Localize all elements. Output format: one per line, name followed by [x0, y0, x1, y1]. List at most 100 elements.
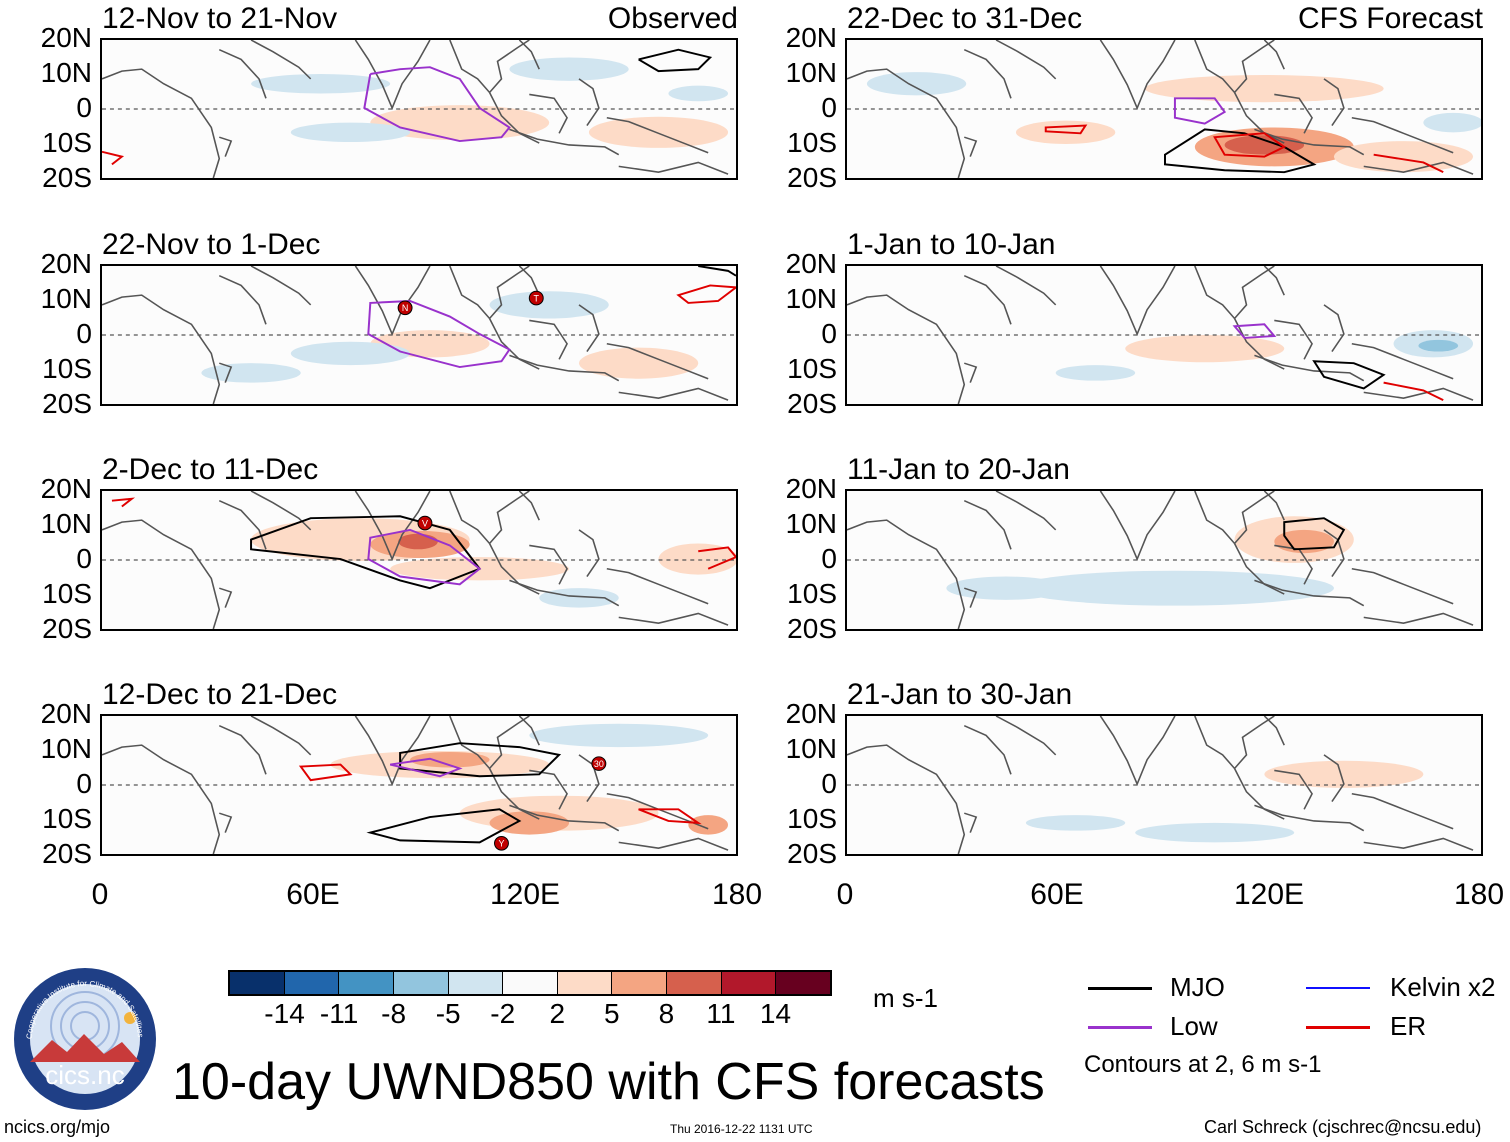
- coastline: [1323, 754, 1345, 802]
- coastline: [219, 587, 233, 608]
- coastline: [578, 78, 600, 126]
- lat-tick: 10S: [42, 803, 92, 834]
- colorbar-swatch: [776, 972, 831, 994]
- coastline: [1254, 804, 1365, 832]
- coastline: [1351, 342, 1454, 380]
- lat-tick: 10N: [40, 57, 92, 88]
- wind-anomaly-shade: [1418, 339, 1459, 352]
- coastline: [578, 754, 600, 802]
- wind-anomaly-shade: [588, 116, 729, 148]
- legend-label-mjo: MJO: [1170, 972, 1225, 1002]
- coastline: [963, 500, 1012, 550]
- storm-marker-icon: V: [417, 515, 433, 531]
- map-svg: [847, 491, 1481, 629]
- logo-name: cics.nc: [45, 1060, 124, 1090]
- panel-label: CFS Forecast: [1297, 2, 1483, 35]
- colorbar-swatch: [339, 972, 394, 994]
- wave-contour: [1173, 97, 1227, 125]
- lat-tick: 20S: [42, 613, 92, 644]
- coastline: [518, 40, 540, 70]
- map-panel: [845, 264, 1483, 406]
- lon-tick: 180: [711, 878, 763, 911]
- coastline: [518, 491, 540, 521]
- colorbar-tick: -11: [319, 998, 359, 1029]
- lat-tick: 10S: [787, 578, 837, 609]
- panel-title: 12-Dec to 21-Dec: [102, 678, 338, 711]
- coastline: [606, 567, 709, 605]
- coastline: [963, 725, 1012, 775]
- colorbar-swatch: [721, 972, 777, 994]
- coastline: [1194, 40, 1275, 94]
- map-svg: NT: [102, 266, 736, 404]
- panel-title: 21-Jan to 30-Jan: [847, 678, 1073, 711]
- colorbar-tick: 2: [549, 998, 566, 1029]
- coastline: [449, 491, 530, 545]
- lat-tick: 20N: [40, 698, 92, 729]
- main-title: 10-day UWND850 with CFS forecasts: [172, 1053, 1045, 1111]
- lat-tick: 20N: [785, 22, 837, 53]
- colorbar-swatch: [557, 972, 613, 994]
- storm-marker-label: Y: [499, 839, 505, 849]
- wave-contour: [366, 808, 522, 844]
- coastline: [847, 68, 966, 178]
- wave-contour: [298, 763, 353, 782]
- wave-contour: [367, 300, 511, 369]
- lat-tick: 10S: [787, 353, 837, 384]
- wind-anomaly-shade: [290, 341, 411, 366]
- coastline: [102, 519, 221, 629]
- panel-title: 12-Nov to 21-Nov: [102, 2, 338, 35]
- map-panel: 30 Y: [100, 714, 738, 856]
- coastline: [1263, 266, 1285, 296]
- lat-tick: 0: [76, 318, 92, 349]
- map-svg: 30 Y: [102, 716, 736, 854]
- legend-label-er: ER: [1390, 1011, 1427, 1041]
- coastline: [509, 128, 620, 156]
- coastline: [518, 716, 540, 746]
- wave-contour: [1232, 323, 1277, 339]
- wave-contour: [1283, 517, 1346, 551]
- lat-tick: 10N: [785, 508, 837, 539]
- panel-title: 22-Nov to 1-Dec: [102, 228, 321, 261]
- map-svg: [847, 266, 1481, 404]
- wind-anomaly-shade: [1135, 822, 1295, 843]
- lat-tick: 10S: [42, 353, 92, 384]
- wave-contour: [367, 528, 482, 586]
- coastline: [219, 362, 233, 383]
- legend-label-kelvin: Kelvin x2: [1390, 972, 1496, 1002]
- wave-contour: [1312, 360, 1386, 390]
- wave-contour: [698, 546, 736, 570]
- lat-tick: 10N: [40, 733, 92, 764]
- map-panel: [845, 38, 1483, 180]
- lat-tick: 20S: [42, 162, 92, 193]
- coastline: [1274, 319, 1313, 360]
- lat-tick: 10S: [787, 127, 837, 158]
- coastline: [509, 579, 620, 607]
- coastline: [618, 387, 729, 401]
- coastline: [1099, 266, 1176, 337]
- coastline: [1099, 716, 1176, 787]
- coastline: [1194, 716, 1275, 770]
- wave-contour: [1213, 132, 1287, 158]
- coastline: [1233, 768, 1285, 820]
- legend-label-low: Low: [1170, 1011, 1218, 1041]
- legend-line-mjo: [1088, 987, 1152, 990]
- lat-tick: 20S: [42, 388, 92, 419]
- colorbar: [228, 970, 832, 996]
- panel-title: 11-Jan to 20-Jan: [847, 453, 1070, 486]
- coastline: [354, 716, 431, 787]
- lat-tick: 10N: [785, 57, 837, 88]
- lat-tick: 10N: [785, 733, 837, 764]
- wave-contour: [698, 266, 736, 277]
- lat-tick: 0: [821, 768, 837, 799]
- coastline: [1274, 93, 1313, 134]
- coastline: [488, 768, 540, 820]
- map-svg: [102, 40, 736, 178]
- wind-anomaly-shade: [866, 72, 967, 96]
- coastline: [218, 500, 267, 550]
- coastline: [1099, 40, 1176, 111]
- coastline: [529, 93, 568, 134]
- wave-contour: [1044, 124, 1088, 135]
- footer-url[interactable]: ncics.org/mjo: [4, 1117, 111, 1137]
- wind-anomaly-shade: [529, 723, 709, 748]
